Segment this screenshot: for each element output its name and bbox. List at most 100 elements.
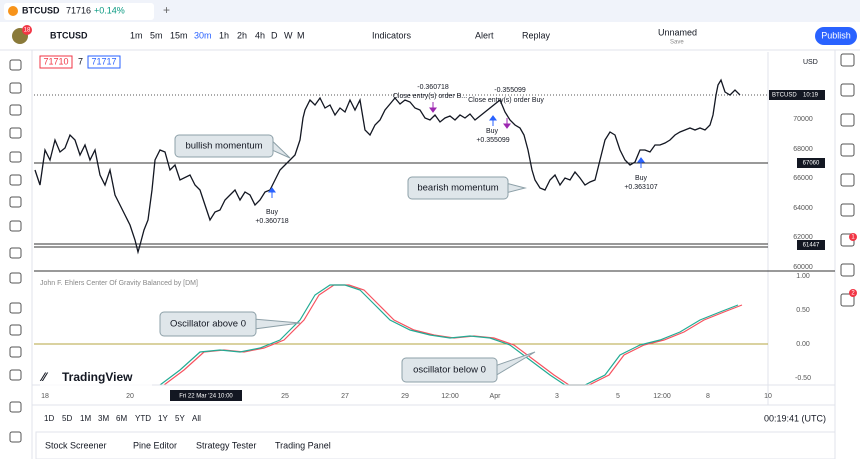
interval[interactable]: 1h xyxy=(219,30,229,40)
price-series xyxy=(34,78,741,255)
panel-tab[interactable]: Stock Screener xyxy=(45,440,107,450)
tab-price: 71716 xyxy=(66,5,91,15)
layout-name[interactable]: Unnamed xyxy=(658,27,697,37)
price-badge xyxy=(769,90,825,100)
tool-icon[interactable] xyxy=(9,220,22,232)
callout-box xyxy=(174,134,274,158)
callout-text: bearish momentum xyxy=(417,183,498,194)
range-button[interactable]: 1Y xyxy=(158,414,168,423)
tool-icon[interactable] xyxy=(9,346,22,358)
range-button[interactable]: 3M xyxy=(98,414,109,423)
callout-text: bullish momentum xyxy=(185,141,262,152)
tab-bar xyxy=(0,0,860,22)
tool-icon[interactable] xyxy=(9,302,22,314)
level-1: 67060 xyxy=(803,161,820,167)
tool-icon[interactable] xyxy=(9,369,22,381)
legend-spread: 7 xyxy=(78,56,83,66)
interval[interactable]: M xyxy=(297,30,305,40)
side-icon[interactable] xyxy=(840,113,855,127)
trade-annotation: Buy xyxy=(635,175,648,182)
trade-arrow xyxy=(637,157,645,168)
panel-tab[interactable]: Strategy Tester xyxy=(196,440,256,450)
interval[interactable]: 2h xyxy=(237,30,247,40)
currency[interactable]: USD xyxy=(803,59,818,66)
interval[interactable]: 5m xyxy=(150,30,163,40)
callout-box xyxy=(159,311,257,337)
logo: TradingView xyxy=(62,370,133,384)
interval[interactable]: W xyxy=(284,30,293,40)
side-icon[interactable] xyxy=(840,203,855,217)
range-button[interactable]: 1M xyxy=(80,414,91,423)
interval[interactable]: D xyxy=(271,30,278,40)
panel-tab[interactable]: Pine Editor xyxy=(133,440,177,450)
legend-open: 71710 xyxy=(43,56,68,66)
interval[interactable]: 15m xyxy=(170,30,188,40)
tool-icon[interactable] xyxy=(9,82,22,94)
publish-button[interactable] xyxy=(815,27,857,45)
level-badge xyxy=(797,240,825,250)
side-icon[interactable] xyxy=(840,263,855,277)
interval[interactable]: 30m xyxy=(194,30,212,40)
trade-annotation: +0.355099 xyxy=(476,137,509,144)
range-button[interactable]: 5D xyxy=(62,414,72,423)
osc-line xyxy=(159,284,739,386)
trade-annotation: +0.360718 xyxy=(255,218,288,225)
save[interactable]: Save xyxy=(670,40,684,46)
bottom-panel xyxy=(35,431,836,460)
tool-icon[interactable] xyxy=(9,59,22,71)
time-label: 18 xyxy=(41,393,49,400)
side-icon[interactable] xyxy=(840,293,855,307)
range-button[interactable]: All xyxy=(192,414,201,423)
tab[interactable] xyxy=(4,3,154,20)
alert[interactable]: Alert xyxy=(475,30,494,40)
tool-icon[interactable] xyxy=(9,272,22,284)
interval[interactable]: 4h xyxy=(255,30,265,40)
range-button[interactable]: 1D xyxy=(44,414,54,423)
time-label: 12:00 xyxy=(653,393,671,400)
time-label: 8 xyxy=(706,393,710,400)
trade-annotation: Buy xyxy=(486,128,499,135)
btc-icon xyxy=(8,6,18,16)
callout-text: Oscillator above 0 xyxy=(170,319,246,330)
symbol[interactable]: BTCUSD xyxy=(50,30,88,40)
side-icon[interactable] xyxy=(840,53,855,67)
trade-annotation: -0.360718 xyxy=(417,84,449,91)
range-button[interactable]: 6M xyxy=(116,414,127,423)
replay[interactable]: Replay xyxy=(522,30,551,40)
trade-annotation: -0.355099 xyxy=(494,87,526,94)
callout-pointer xyxy=(496,351,536,376)
tool-icon[interactable] xyxy=(9,324,22,336)
tool-icon[interactable] xyxy=(9,151,22,163)
osc-label: 0.50 xyxy=(796,307,810,314)
price-label: 66000 xyxy=(793,175,813,182)
osc-label: 0.00 xyxy=(796,341,810,348)
side-icon[interactable] xyxy=(840,173,855,187)
interval[interactable]: 1m xyxy=(130,30,143,40)
avatar-badge-bg xyxy=(22,25,32,35)
indicators[interactable]: Indicators xyxy=(372,30,412,40)
level-badge xyxy=(797,158,825,168)
side-icon[interactable] xyxy=(840,143,855,157)
range-button[interactable]: YTD xyxy=(135,414,151,423)
legend-close: 71717 xyxy=(91,56,116,66)
clock[interactable]: 00:19:41 (UTC) xyxy=(764,413,826,423)
time-label: 27 xyxy=(341,393,349,400)
tool-icon[interactable] xyxy=(9,174,22,186)
tool-icon[interactable] xyxy=(9,196,22,208)
tab-symbol: BTCUSD xyxy=(22,5,60,15)
logo-mark: ⁄⁄ xyxy=(39,370,49,384)
range-button[interactable]: 5Y xyxy=(175,414,185,423)
tool-icon[interactable] xyxy=(9,104,22,116)
side-badge-bg xyxy=(849,233,857,241)
tool-icon[interactable] xyxy=(9,247,22,259)
tool-icon[interactable] xyxy=(9,127,22,139)
price-label: 68000 xyxy=(793,146,813,153)
tool-icon[interactable] xyxy=(9,401,22,413)
side-icon[interactable] xyxy=(840,83,855,97)
panel-tab[interactable]: Trading Panel xyxy=(275,440,331,450)
tool-icon[interactable] xyxy=(9,431,22,443)
current-time: 10:19 xyxy=(803,93,819,99)
new-tab[interactable]: + xyxy=(163,3,170,17)
